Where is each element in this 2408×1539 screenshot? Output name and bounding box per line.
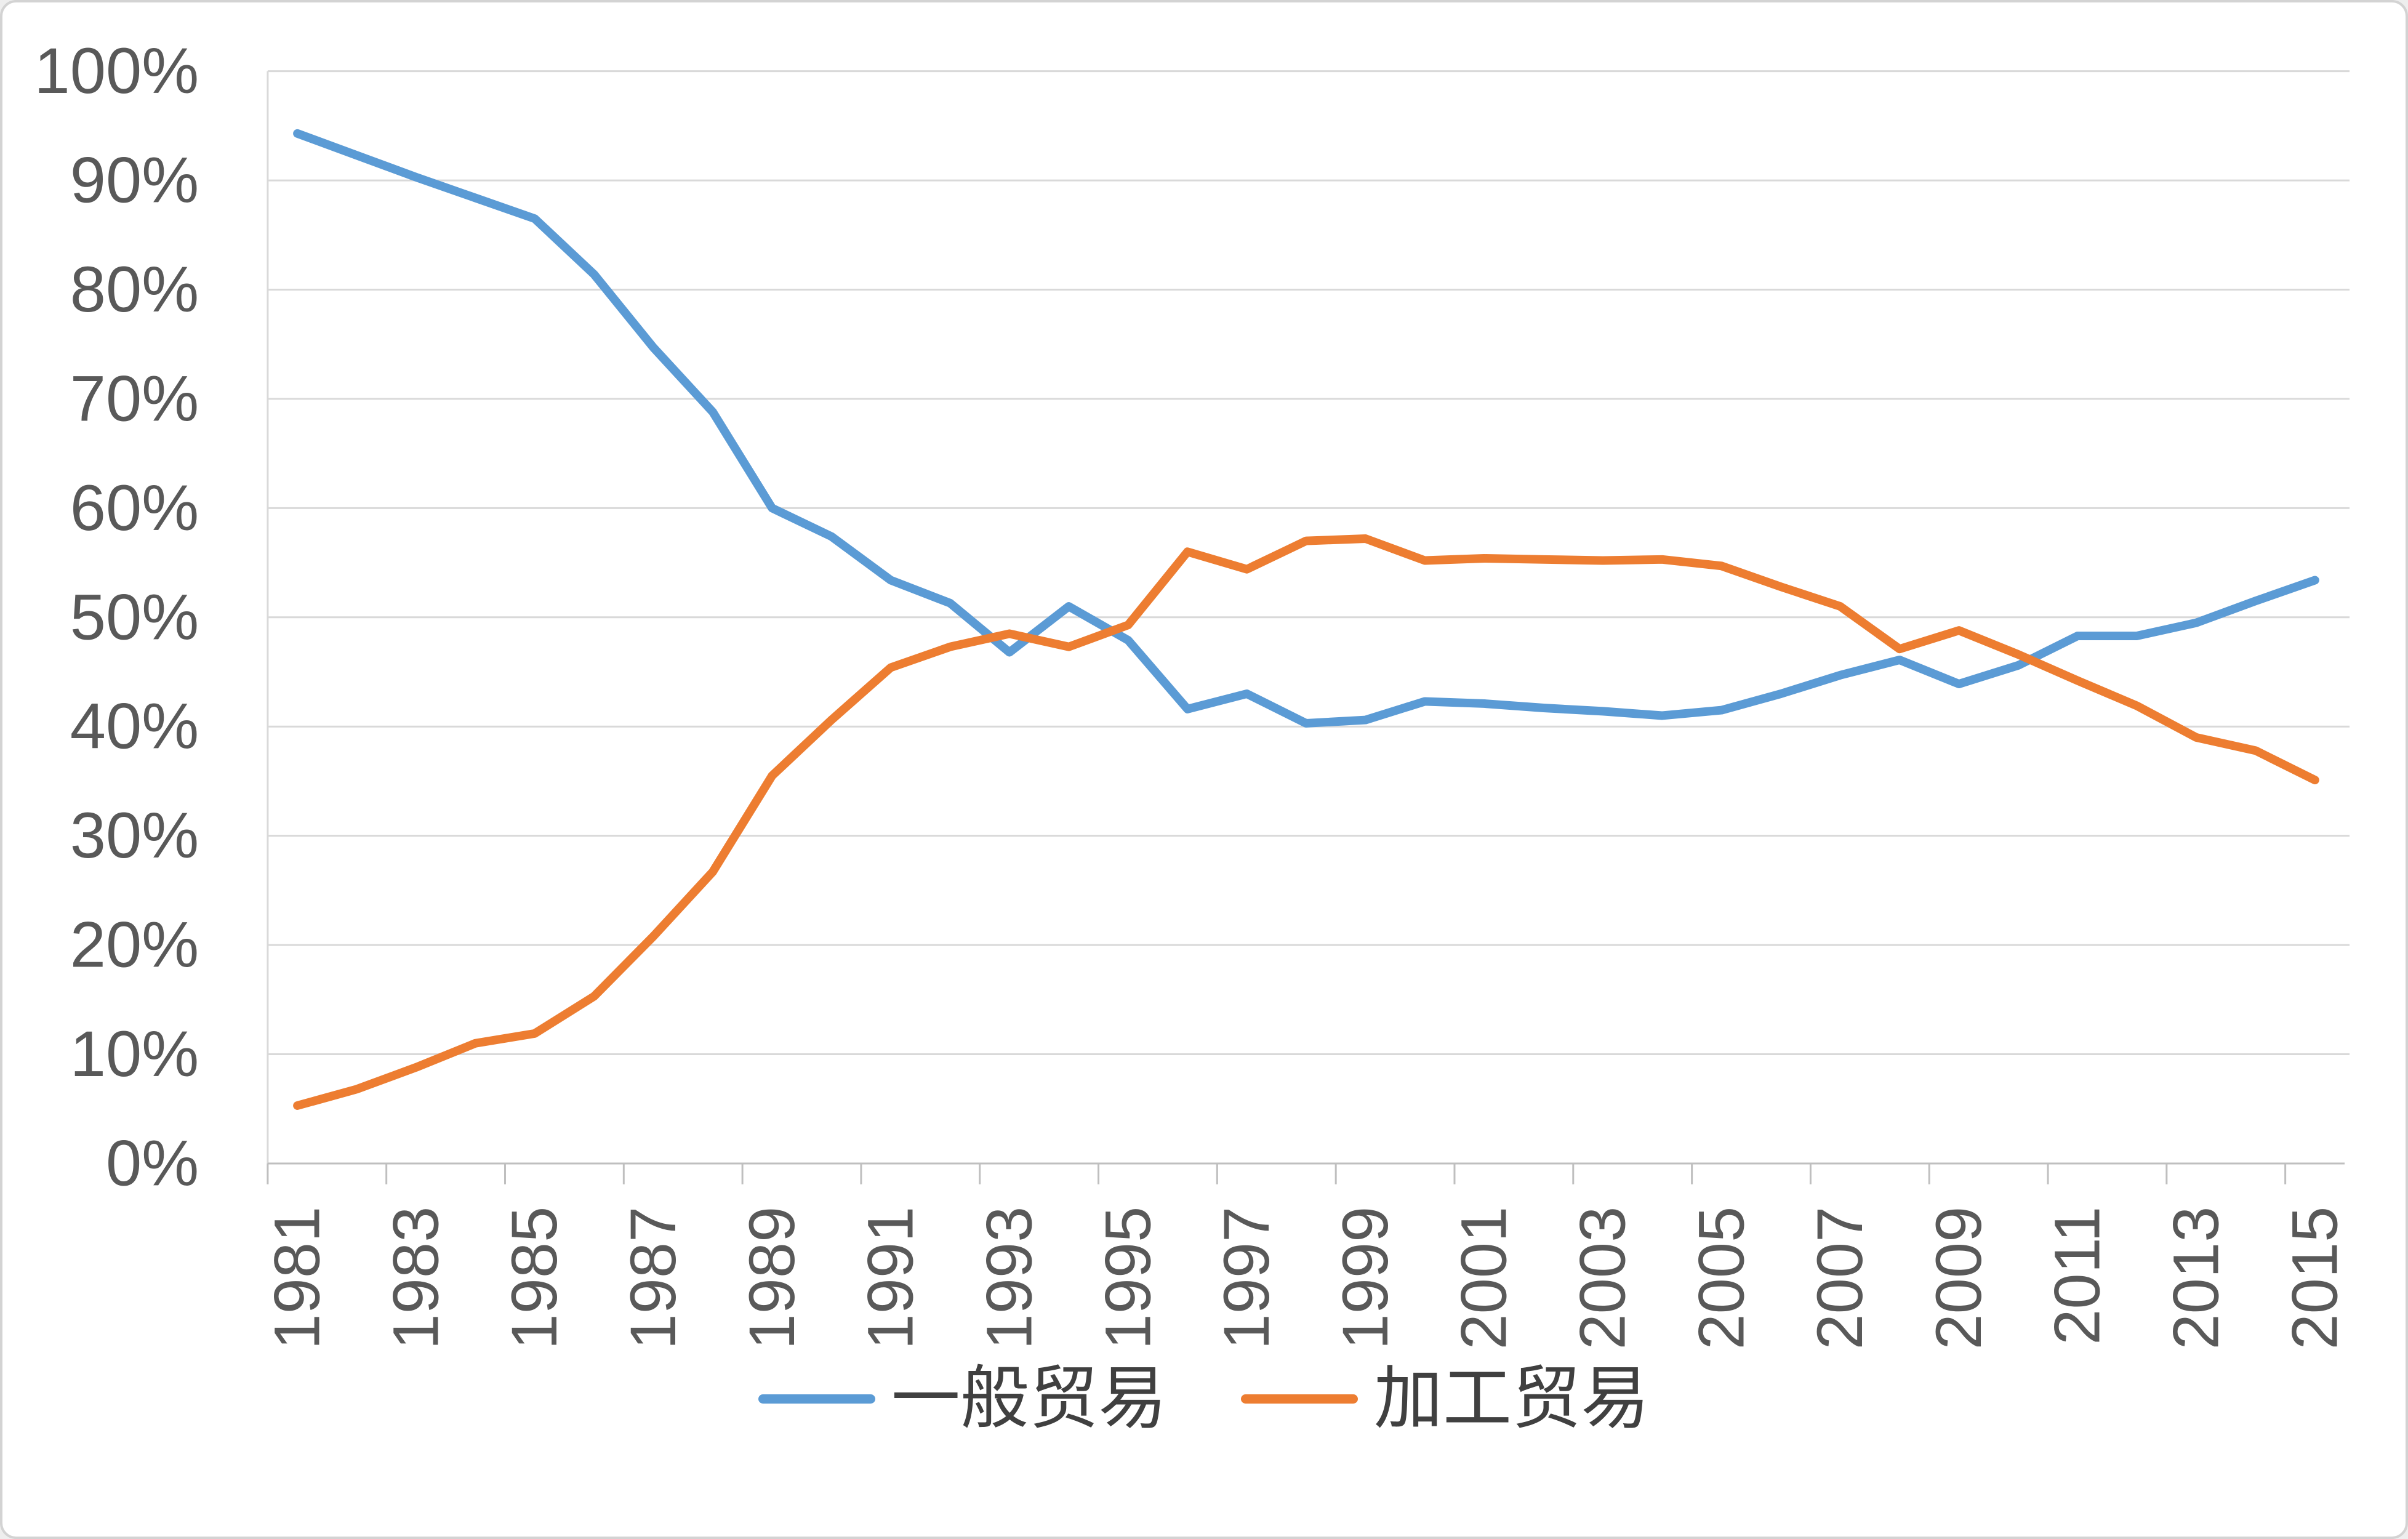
y-axis-label: 10% (70, 1018, 199, 1090)
y-axis-label: 50% (70, 581, 199, 653)
series-line-processing-trade (293, 534, 2319, 1110)
x-axis-label: 2011 (2042, 1207, 2114, 1345)
x-axis-label: 2009 (1923, 1207, 1995, 1350)
series-line-general-trade (293, 129, 2319, 728)
y-axis-label: 100% (34, 35, 199, 107)
x-axis-label: 2013 (2161, 1207, 2233, 1350)
x-axis-label: 1983 (380, 1207, 452, 1350)
x-axis-label: 1997 (1211, 1207, 1283, 1350)
x-axis-label: 1987 (617, 1207, 689, 1350)
x-axis-label: 2005 (1685, 1207, 1757, 1350)
x-axis-label: 1989 (736, 1207, 808, 1350)
x-axis-label: 2007 (1804, 1207, 1876, 1350)
x-axis-label: 2003 (1567, 1207, 1639, 1350)
y-axis-label: 80% (70, 254, 199, 326)
x-axis-label: 1993 (973, 1207, 1045, 1350)
y-axis-label: 30% (70, 800, 199, 872)
x-axis-label: 1985 (499, 1207, 571, 1350)
x-axis-label: 1981 (262, 1207, 334, 1350)
y-axis-label: 60% (70, 472, 199, 544)
y-axis-label: 40% (70, 691, 199, 763)
y-axis-label: 90% (70, 145, 199, 217)
y-axis-label: 0% (106, 1127, 199, 1199)
y-axis-label: 20% (70, 909, 199, 981)
x-axis-label: 2015 (2279, 1207, 2351, 1350)
x-axis-label: 2001 (1448, 1207, 1520, 1350)
y-axis-label: 70% (70, 363, 199, 435)
x-axis-label: 1991 (855, 1207, 927, 1350)
x-axis-label: 1999 (1330, 1207, 1402, 1350)
x-axis-label: 1995 (1092, 1207, 1164, 1350)
